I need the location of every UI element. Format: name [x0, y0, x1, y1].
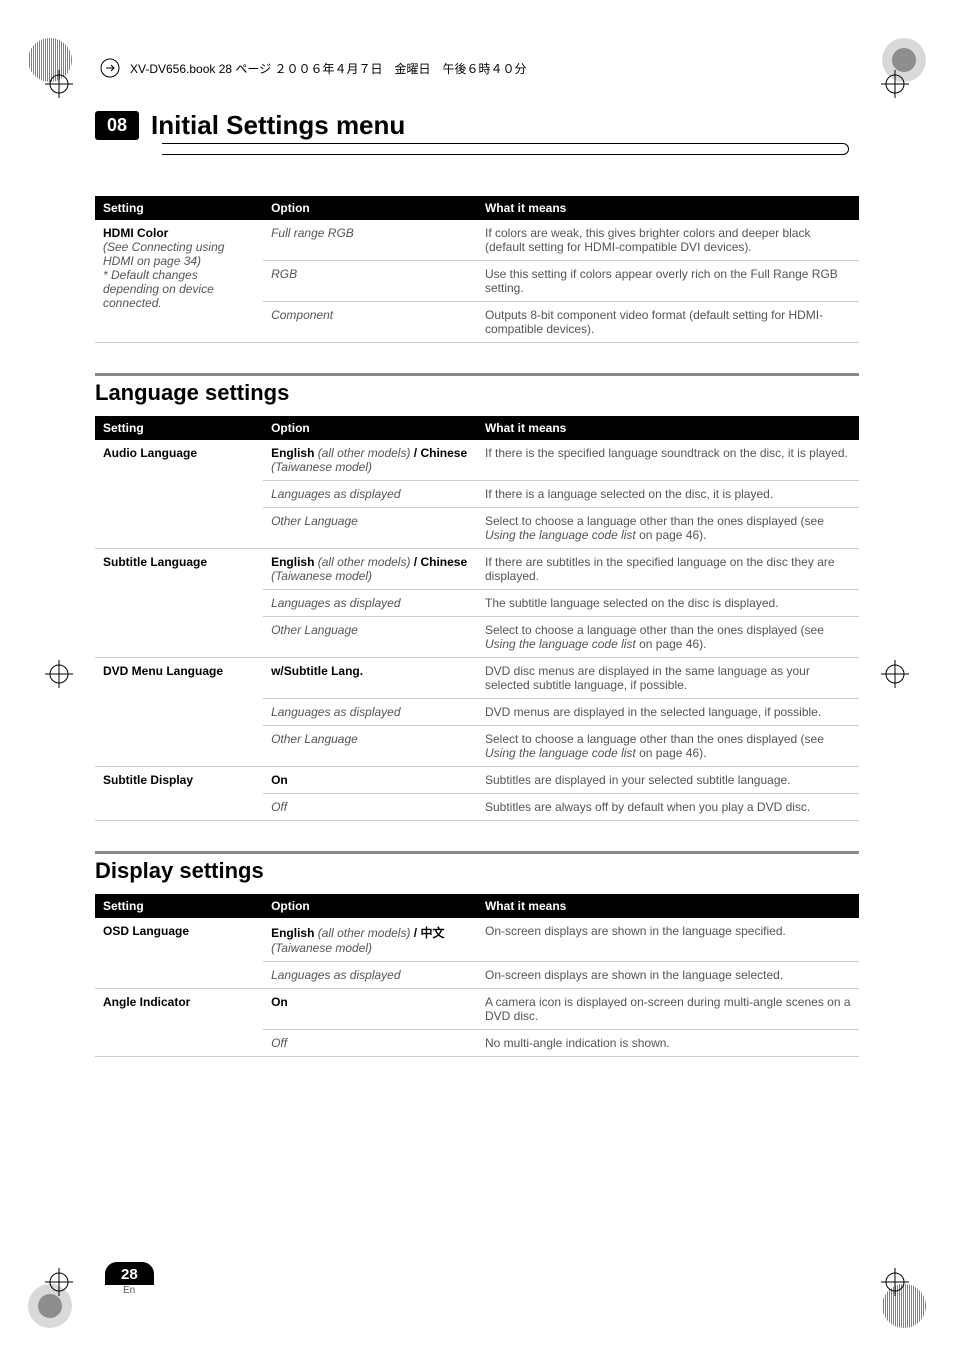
section-title-language: Language settings	[95, 373, 859, 406]
meaning-cell: If there are subtitles in the specified …	[477, 549, 859, 590]
table-header: What it means	[477, 196, 859, 220]
registration-mark	[881, 1268, 909, 1296]
table-header: Setting	[95, 196, 263, 220]
option-cell: Other Language	[263, 617, 477, 658]
option-cell: Off	[263, 1030, 477, 1057]
setting-cell: Subtitle Display	[95, 767, 263, 821]
meaning-cell: Select to choose a language other than t…	[477, 726, 859, 767]
meaning-cell: Select to choose a language other than t…	[477, 617, 859, 658]
table-header: Option	[263, 196, 477, 220]
table-header: Option	[263, 416, 477, 440]
arrow-icon	[100, 58, 120, 78]
registration-mark	[45, 660, 73, 688]
meaning-cell: If colors are weak, this gives brighter …	[477, 220, 859, 261]
table-header: Option	[263, 894, 477, 918]
registration-mark	[881, 70, 909, 98]
document-filename: XV-DV656.book 28 ページ ２００６年４月７日 金曜日 午後６時４…	[130, 60, 527, 77]
setting-cell: OSD Language	[95, 918, 263, 989]
meaning-cell: Subtitles are displayed in your selected…	[477, 767, 859, 794]
registration-mark	[45, 1268, 73, 1296]
meaning-cell: DVD menus are displayed in the selected …	[477, 699, 859, 726]
registration-mark	[45, 70, 73, 98]
option-cell: w/Subtitle Lang.	[263, 658, 477, 699]
display-settings-table: Setting Option What it means OSD Languag…	[95, 894, 859, 1057]
option-cell: English (all other models) / Chinese (Ta…	[263, 549, 477, 590]
table-header: What it means	[477, 416, 859, 440]
setting-cell: DVD Menu Language	[95, 658, 263, 767]
meaning-cell: If there is the specified language sound…	[477, 440, 859, 481]
option-cell: English (all other models) / 中文 (Taiwane…	[263, 918, 477, 962]
option-cell: Other Language	[263, 726, 477, 767]
option-cell: Component	[263, 302, 477, 343]
header-rule	[162, 143, 849, 155]
page-number: 28 En	[105, 1262, 154, 1296]
language-settings-table: Setting Option What it means Audio Langu…	[95, 416, 859, 821]
setting-cell: Audio Language	[95, 440, 263, 549]
meaning-cell: If there is a language selected on the d…	[477, 481, 859, 508]
option-cell: Languages as displayed	[263, 962, 477, 989]
option-cell: On	[263, 989, 477, 1030]
meaning-cell: Outputs 8-bit component video format (de…	[477, 302, 859, 343]
chapter-number-badge: 08	[95, 111, 139, 140]
page-number-value: 28	[105, 1262, 154, 1285]
section-title-display: Display settings	[95, 851, 859, 884]
page-language: En	[105, 1285, 154, 1296]
meaning-cell: On-screen displays are shown in the lang…	[477, 918, 859, 962]
chapter-title: Initial Settings menu	[151, 110, 405, 141]
meaning-cell: A camera icon is displayed on-screen dur…	[477, 989, 859, 1030]
hdmi-color-table: Setting Option What it means HDMI Color …	[95, 196, 859, 343]
registration-mark	[881, 660, 909, 688]
option-cell: Languages as displayed	[263, 699, 477, 726]
option-cell: Other Language	[263, 508, 477, 549]
option-cell: Languages as displayed	[263, 481, 477, 508]
option-cell: Languages as displayed	[263, 590, 477, 617]
meaning-cell: On-screen displays are shown in the lang…	[477, 962, 859, 989]
table-header: Setting	[95, 894, 263, 918]
meaning-cell: Select to choose a language other than t…	[477, 508, 859, 549]
setting-cell: HDMI Color (See Connecting using HDMI on…	[95, 220, 263, 343]
option-cell: Off	[263, 794, 477, 821]
document-header-line: XV-DV656.book 28 ページ ２００６年４月７日 金曜日 午後６時４…	[100, 58, 854, 78]
table-header: Setting	[95, 416, 263, 440]
option-cell: English (all other models) / Chinese (Ta…	[263, 440, 477, 481]
setting-cell: Subtitle Language	[95, 549, 263, 658]
meaning-cell: Subtitles are always off by default when…	[477, 794, 859, 821]
meaning-cell: Use this setting if colors appear overly…	[477, 261, 859, 302]
meaning-cell: The subtitle language selected on the di…	[477, 590, 859, 617]
meaning-cell: DVD disc menus are displayed in the same…	[477, 658, 859, 699]
option-cell: RGB	[263, 261, 477, 302]
setting-cell: Angle Indicator	[95, 989, 263, 1057]
option-cell: On	[263, 767, 477, 794]
meaning-cell: No multi-angle indication is shown.	[477, 1030, 859, 1057]
table-header: What it means	[477, 894, 859, 918]
option-cell: Full range RGB	[263, 220, 477, 261]
page-header: 08 Initial Settings menu	[95, 110, 859, 141]
